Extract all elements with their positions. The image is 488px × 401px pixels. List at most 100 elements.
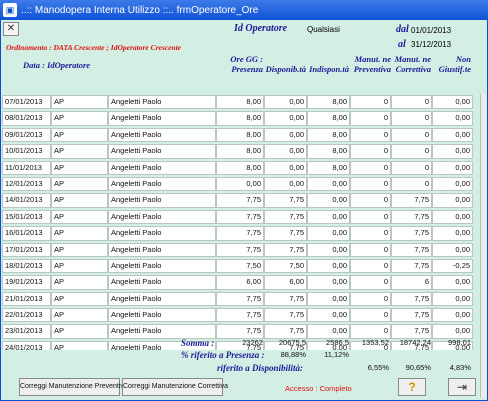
cell-id[interactable]: AP (51, 308, 108, 323)
vertical-scrollbar[interactable] (480, 94, 487, 398)
cell-prev[interactable]: 0 (350, 127, 391, 143)
cell-data[interactable]: 11/01/2013 (2, 160, 51, 175)
cell-disp[interactable]: 0,00 (264, 111, 307, 126)
cell-presenza[interactable]: 7,75 (216, 340, 264, 350)
cell-corr[interactable]: 7,75 (391, 340, 432, 350)
id-operatore-value[interactable]: Qualsiasi (307, 25, 340, 34)
cell-ng[interactable]: -0,25 (432, 258, 473, 274)
cell-indisp[interactable]: 8,00 (307, 160, 350, 175)
table-row[interactable]: 16/01/2013 AP Angeletti Paolo 7,75 7,75 0,00 0… (1, 225, 479, 241)
cell-corr[interactable]: 0 (391, 111, 432, 126)
cell-id[interactable]: AP (51, 340, 108, 350)
cell-id[interactable]: AP (51, 275, 108, 290)
cell-disp[interactable]: 7,75 (264, 193, 307, 208)
cell-nome[interactable]: Angeletti Paolo (108, 160, 216, 175)
cell-prev[interactable]: 0 (350, 226, 391, 241)
cell-indisp[interactable]: 8,00 (307, 144, 350, 159)
cell-ng[interactable]: 0,00 (432, 291, 473, 307)
cell-presenza[interactable]: 7,75 (216, 324, 264, 339)
cell-ng[interactable]: 0,00 (432, 308, 473, 323)
table-row[interactable]: 24/01/2013 AP Angeletti Paolo 7,75 7,75 0,00 0… (1, 340, 479, 350)
cell-indisp[interactable]: 0,00 (307, 340, 350, 350)
cell-ng[interactable]: 0,00 (432, 340, 473, 350)
cell-presenza[interactable]: 7,75 (216, 291, 264, 307)
cell-presenza[interactable]: 8,00 (216, 144, 264, 159)
cell-nome[interactable]: Angeletti Paolo (108, 291, 216, 307)
cell-id[interactable]: AP (51, 258, 108, 274)
cell-data[interactable]: 16/01/2013 (2, 226, 51, 241)
cell-ng[interactable]: 0,00 (432, 95, 473, 110)
cell-data[interactable]: 22/01/2013 (2, 308, 51, 323)
cell-data[interactable]: 10/01/2013 (2, 144, 51, 159)
table-row[interactable]: 18/01/2013 AP Angeletti Paolo 7,50 7,50 0,00 0… (1, 258, 479, 274)
cell-corr[interactable]: 7,75 (391, 193, 432, 208)
cell-data[interactable]: 18/01/2013 (2, 258, 51, 274)
cell-nome[interactable]: Angeletti Paolo (108, 127, 216, 143)
cell-corr[interactable]: 0 (391, 160, 432, 175)
cell-presenza[interactable]: 8,00 (216, 95, 264, 110)
cell-id[interactable]: AP (51, 176, 108, 192)
cell-presenza[interactable]: 6,00 (216, 275, 264, 290)
cell-nome[interactable]: Angeletti Paolo (108, 275, 216, 290)
cell-corr[interactable]: 6 (391, 275, 432, 290)
cell-nome[interactable]: Angeletti Paolo (108, 176, 216, 192)
cell-presenza[interactable]: 8,00 (216, 160, 264, 175)
cell-prev[interactable]: 0 (350, 340, 391, 350)
cell-corr[interactable]: 7,75 (391, 258, 432, 274)
cell-ng[interactable]: 0,00 (432, 275, 473, 290)
table-row[interactable]: 09/01/2013 AP Angeletti Paolo 8,00 0,00 8,00 0… (1, 127, 479, 143)
cell-indisp[interactable]: 0,00 (307, 226, 350, 241)
cell-disp[interactable]: 7,75 (264, 209, 307, 225)
cell-disp[interactable]: 7,50 (264, 258, 307, 274)
cell-corr[interactable]: 0 (391, 176, 432, 192)
cell-id[interactable]: AP (51, 242, 108, 257)
cell-nome[interactable]: Angeletti Paolo (108, 226, 216, 241)
cell-presenza[interactable]: 7,75 (216, 242, 264, 257)
cell-indisp[interactable]: 0,00 (307, 308, 350, 323)
cell-ng[interactable]: 0,00 (432, 127, 473, 143)
cell-nome[interactable]: Angeletti Paolo (108, 242, 216, 257)
table-row[interactable]: 11/01/2013 AP Angeletti Paolo 8,00 0,00 8,00 0… (1, 160, 479, 176)
cell-ng[interactable]: 0,00 (432, 193, 473, 208)
cell-corr[interactable]: 7,75 (391, 209, 432, 225)
cell-data[interactable]: 21/01/2013 (2, 291, 51, 307)
cell-prev[interactable]: 0 (350, 111, 391, 126)
cell-id[interactable]: AP (51, 324, 108, 339)
cell-indisp[interactable]: 0,00 (307, 275, 350, 290)
cell-nome[interactable]: Angeletti Paolo (108, 308, 216, 323)
cell-ng[interactable]: 0,00 (432, 176, 473, 192)
cell-prev[interactable]: 0 (350, 193, 391, 208)
cell-data[interactable]: 12/01/2013 (2, 176, 51, 192)
cell-nome[interactable]: Angeletti Paolo (108, 95, 216, 110)
cell-id[interactable]: AP (51, 111, 108, 126)
cell-nome[interactable]: Angeletti Paolo (108, 258, 216, 274)
table-row[interactable]: 23/01/2013 AP Angeletti Paolo 7,75 7,75 0,00 0… (1, 323, 479, 339)
cell-id[interactable]: AP (51, 209, 108, 225)
cell-id[interactable]: AP (51, 193, 108, 208)
cell-data[interactable]: 24/01/2013 (2, 340, 51, 350)
cell-disp[interactable]: 0,00 (264, 176, 307, 192)
table-row[interactable]: 14/01/2013 AP Angeletti Paolo 7,75 7,75 0,00 0… (1, 192, 479, 208)
cell-indisp[interactable]: 0,00 (307, 324, 350, 339)
cell-presenza[interactable]: 7,75 (216, 226, 264, 241)
cell-prev[interactable]: 0 (350, 176, 391, 192)
cell-corr[interactable]: 0 (391, 95, 432, 110)
cell-prev[interactable]: 0 (350, 160, 391, 175)
cell-indisp[interactable]: 0,00 (307, 242, 350, 257)
cell-disp[interactable]: 0,00 (264, 160, 307, 175)
cell-presenza[interactable]: 7,75 (216, 193, 264, 208)
cell-corr[interactable]: 7,75 (391, 226, 432, 241)
cell-id[interactable]: AP (51, 95, 108, 110)
cell-prev[interactable]: 0 (350, 95, 391, 110)
cell-disp[interactable]: 0,00 (264, 144, 307, 159)
cell-prev[interactable]: 0 (350, 258, 391, 274)
table-row[interactable]: 21/01/2013 AP Angeletti Paolo 7,75 7,75 0,00 0… (1, 291, 479, 307)
cell-data[interactable]: 19/01/2013 (2, 275, 51, 290)
help-button[interactable]: ? (398, 378, 426, 396)
table-row[interactable]: 07/01/2013 AP Angeletti Paolo 8,00 0,00 8,00 0… (1, 94, 479, 110)
close-form-icon[interactable]: ✕ (3, 22, 19, 36)
cell-prev[interactable]: 0 (350, 308, 391, 323)
cell-presenza[interactable]: 8,00 (216, 111, 264, 126)
cell-prev[interactable]: 0 (350, 275, 391, 290)
cell-indisp[interactable]: 0,00 (307, 258, 350, 274)
